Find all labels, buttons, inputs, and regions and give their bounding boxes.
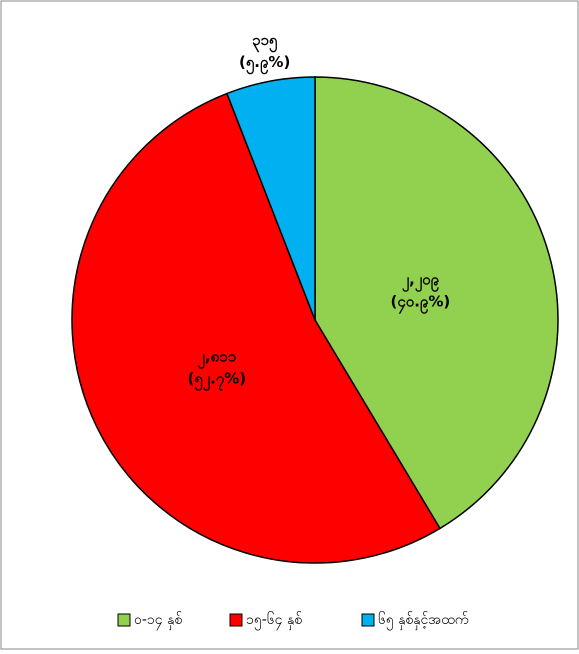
legend-label: ၀-၁၄ နှစ် [134, 612, 182, 630]
data-label: ၃၁၅ [252, 31, 278, 53]
pie-slice [314, 76, 559, 530]
legend-label: ၁၅-၆၄ နှစ် [246, 612, 302, 630]
legend-swatch [229, 613, 243, 627]
pie-slice [71, 92, 441, 564]
legend-swatch [117, 613, 131, 627]
data-label: (၄၀.၉%) [391, 292, 451, 314]
pie-slice [225, 76, 316, 321]
legend-label: ၆၅ နှစ်နှင့်အထက် [378, 612, 469, 630]
data-label: (၅၂.၇%) [187, 370, 246, 392]
legend-swatch [361, 613, 375, 627]
data-label: ၂,၂၀၉ [402, 270, 440, 292]
data-label: (၅.၉%) [239, 53, 290, 75]
data-label: ၂,၈၁၁ [198, 348, 237, 370]
